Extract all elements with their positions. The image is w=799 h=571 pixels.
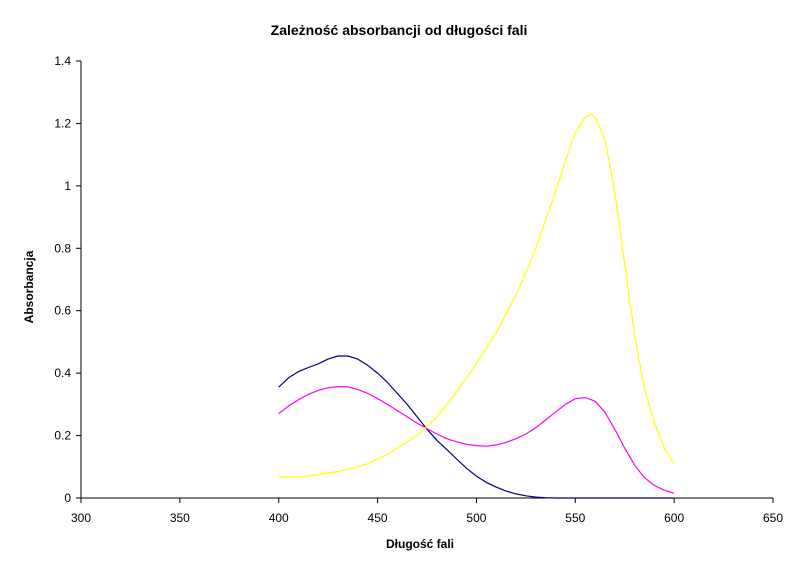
y-axis-label: Absorbancja [22, 250, 36, 323]
y-tick-label: 1 [64, 179, 71, 193]
x-tick-label: 550 [565, 511, 585, 525]
y-tick-label: 0 [64, 491, 71, 505]
x-tick-label: 450 [368, 511, 388, 525]
y-tick-label: 0.4 [54, 366, 71, 380]
series-line-3 [278, 113, 675, 478]
x-tick-label: 300 [71, 511, 91, 525]
series-line-1 [278, 355, 675, 499]
series-line-2 [278, 386, 675, 494]
chart-title: Zależność absorbancji od długości fali [271, 22, 528, 38]
y-tick-label: 1.4 [54, 54, 71, 68]
x-tick-label: 350 [170, 511, 190, 525]
x-tick-label: 500 [466, 511, 486, 525]
x-tick-label: 600 [664, 511, 684, 525]
x-axis-label: Długość fali [386, 537, 454, 551]
x-tick-label: 650 [763, 511, 783, 525]
y-tick-label: 0.2 [54, 429, 71, 443]
y-tick-label: 0.8 [54, 241, 71, 255]
y-tick-label: 1.2 [54, 116, 71, 130]
x-tick-label: 400 [269, 511, 289, 525]
axes: 300 350 400 450 500 550 600 650 0 0.2 0.4 0.6 0.8 1 1.… [54, 54, 783, 525]
series-group [278, 113, 675, 499]
y-tick-label: 0.6 [54, 304, 71, 318]
